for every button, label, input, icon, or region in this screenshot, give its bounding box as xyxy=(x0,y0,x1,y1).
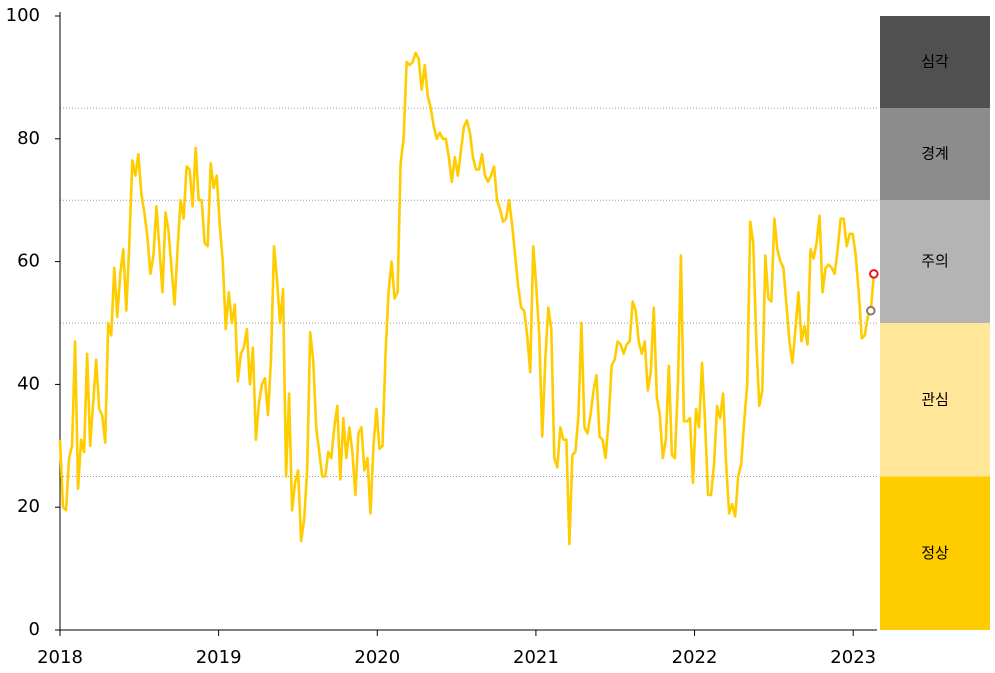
y-tick-label: 20 xyxy=(17,496,40,517)
y-tick-label: 60 xyxy=(17,251,40,272)
band-label: 경계 xyxy=(921,145,949,163)
band-label: 심각 xyxy=(921,53,949,71)
x-tick-label: 2020 xyxy=(354,647,400,668)
x-tick-label: 2019 xyxy=(196,647,242,668)
band-label: 관심 xyxy=(921,390,949,408)
band xyxy=(880,476,990,630)
band xyxy=(880,16,990,109)
point-marker xyxy=(866,305,876,316)
band-label: 주의 xyxy=(921,252,949,270)
y-tick-label: 40 xyxy=(17,373,40,394)
band xyxy=(880,108,990,201)
point-marker xyxy=(869,269,879,279)
x-tick-label: 2023 xyxy=(830,647,876,668)
y-tick-label: 80 xyxy=(17,128,40,149)
x-tick-label: 2022 xyxy=(672,647,718,668)
band xyxy=(880,200,990,323)
band xyxy=(880,323,990,477)
series-line xyxy=(58,51,876,546)
y-tick-label: 100 xyxy=(6,5,40,26)
y-tick-label: 0 xyxy=(29,619,40,640)
x-tick-label: 2018 xyxy=(37,647,83,668)
x-tick-label: 2021 xyxy=(513,647,559,668)
band-label: 정상 xyxy=(921,544,949,562)
